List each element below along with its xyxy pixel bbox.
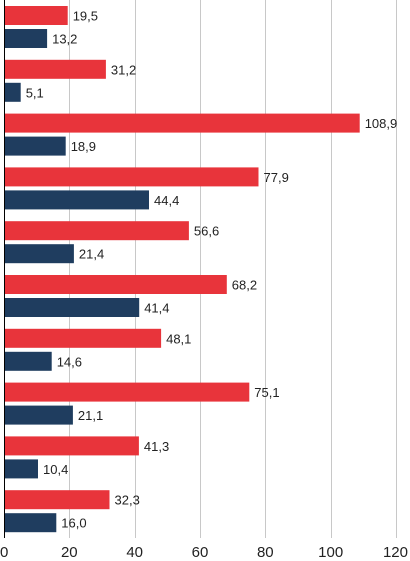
value-label-series2-7: 14,6 [57,354,82,369]
grid-lines [4,0,397,538]
bars [4,6,360,533]
value-label-series2-4: 44,4 [154,193,179,208]
bar-series1-5 [4,221,189,241]
bar-series2-2 [4,82,21,102]
bar-series2-1 [4,29,48,48]
bar-series1-3 [4,113,360,133]
value-label-series2-8: 21,1 [78,408,103,423]
x-tick-label-6: 120 [383,544,408,561]
bar-series2-4 [4,190,149,210]
value-label-series1-4: 77,9 [264,170,289,185]
x-tick-label-2: 40 [126,544,143,561]
value-label-series2-2: 5,1 [26,85,44,100]
value-label-series1-5: 56,6 [194,224,219,239]
bar-series1-2 [4,59,106,79]
x-tick-label-4: 80 [257,544,274,561]
bar-series1-10 [4,490,110,510]
value-label-series2-1: 13,2 [52,32,77,47]
bar-series2-8 [4,405,73,425]
value-label-series1-10: 32,3 [115,493,140,508]
value-label-series1-6: 68,2 [232,278,257,293]
value-label-series1-2: 31,2 [111,62,136,77]
bar-series2-10 [4,513,57,533]
bar-series1-9 [4,436,139,456]
bar-series1-4 [4,167,259,187]
x-tick-label-0: 0 [0,544,8,561]
bar-series2-5 [4,244,74,264]
value-label-series1-7: 48,1 [166,331,191,346]
value-label-series1-1: 19,5 [73,9,98,24]
value-label-series1-9: 41,3 [144,439,169,454]
value-label-series1-8: 75,1 [254,385,279,400]
value-label-series2-9: 10,4 [43,462,68,477]
value-label-series2-3: 18,9 [71,139,96,154]
bar-series2-3 [4,136,66,156]
bar-series2-9 [4,459,38,479]
value-label-series1-3: 108,9 [365,116,398,131]
value-label-series2-6: 41,4 [144,301,169,316]
x-tick-label-3: 60 [192,544,209,561]
value-label-series2-5: 21,4 [79,247,104,262]
bar-series1-7 [4,328,162,348]
bar-series1-1 [4,6,68,25]
bar-series2-7 [4,351,52,371]
bar-series1-6 [4,275,227,294]
x-tick-label-5: 100 [318,544,343,561]
value-label-series2-10: 16,0 [61,516,86,531]
bar-series2-6 [4,298,140,317]
value-labels: 19,5 13,2 31,2 5,1 108,9 18,9 77,9 44,4 56,6 21,4… [26,9,398,531]
bar-series1-8 [4,382,250,402]
x-tick-label-1: 20 [61,544,78,561]
